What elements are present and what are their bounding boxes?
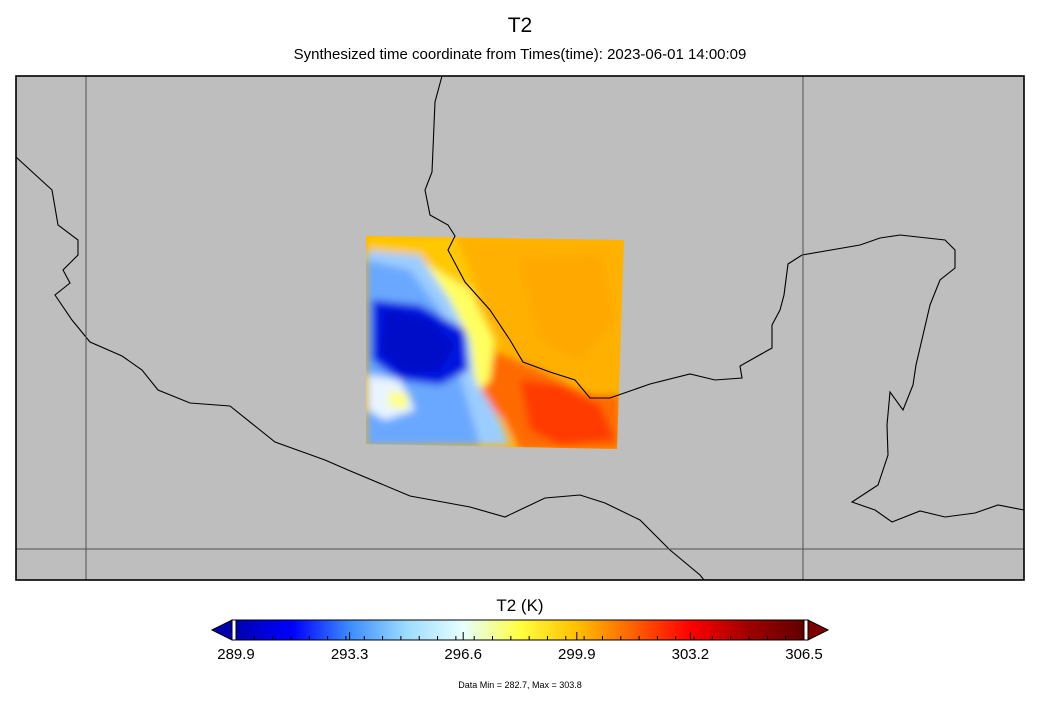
colorbar-low-arrow xyxy=(210,619,233,641)
colorbar-label: T2 (K) xyxy=(496,596,544,615)
colorbar-tick-label: 306.5 xyxy=(785,646,823,663)
map-frame xyxy=(15,75,1025,581)
data-min-max: Data Min = 282.7, Max = 303.8 xyxy=(458,680,582,690)
figure-subtitle: Synthesized time coordinate from Times(t… xyxy=(293,46,747,63)
colorbar-frame xyxy=(235,619,805,641)
pacific-coastline xyxy=(16,156,705,580)
figure-title: T2 xyxy=(507,14,533,37)
colorbar-gradient xyxy=(236,620,804,640)
colorbar-high-arrow xyxy=(807,619,830,641)
gulf-coastline xyxy=(424,76,1024,523)
temperature-field xyxy=(366,236,624,449)
colorbar-tick-label: 289.9 xyxy=(217,646,255,663)
coastlines xyxy=(16,76,1024,580)
colorbar-tick-label: 293.3 xyxy=(330,646,369,663)
colorbar-tick-label: 296.6 xyxy=(444,646,482,663)
colorbar-tick-label: 299.9 xyxy=(558,646,596,663)
colorbar-tick-label: 303.2 xyxy=(671,646,710,663)
colorbar xyxy=(210,619,830,641)
graticule xyxy=(16,76,1024,580)
